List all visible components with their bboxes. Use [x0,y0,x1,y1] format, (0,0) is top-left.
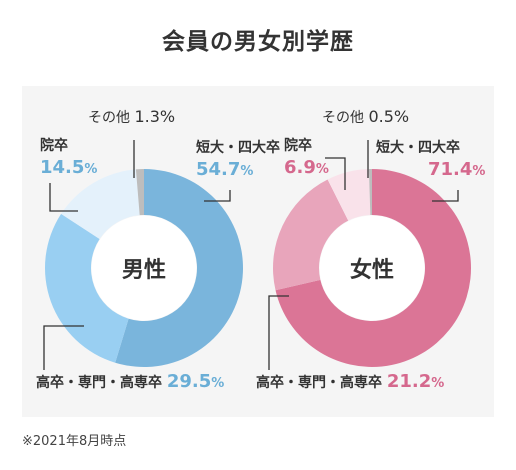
slice-label-male-1: 高卒・専門・高専卒 29.5% [36,371,224,392]
slice-name-female-0: 短大・四大卒 [376,139,460,156]
slice-value-male-0: 54.7% [196,159,253,180]
donut-hole-female [319,215,425,321]
slice-value-male-1: 29.5 [167,371,211,392]
slice-value-female-0: 71.4% [428,159,485,180]
donut-slice-male-3 [135,169,144,216]
leader-line [325,157,346,190]
leader-line [204,190,231,202]
slice-value-female-1: 21.2 [387,371,431,392]
leader-line [432,190,459,202]
donut-slice-male-2 [61,169,140,240]
slice-label-female-3: その他 0.5% [322,107,409,126]
slice-label-male-3: その他 1.3% [88,107,175,126]
leader-line [49,183,78,212]
slice-name-female-1: 高卒・専門・高専卒 [256,374,387,391]
leader-line [43,325,84,370]
donut-slice-female-0 [275,169,471,367]
slice-label-female-1: 高卒・専門・高専卒 21.2% [256,371,444,392]
center-label-female: 女性 [350,257,394,283]
donut-hole-male [91,215,197,321]
leader-line [268,295,289,370]
slice-name-male-1: 高卒・専門・高専卒 [36,374,167,391]
slice-value-female-3: 0.5% [368,107,409,126]
donut-slice-female-1 [273,179,349,291]
footnote: ※2021年8月時点 [22,434,127,449]
slice-value-male-2: 14.5% [40,157,97,178]
slice-name-female-2: 院卒 [284,137,312,154]
chart-title: 会員の男女別学歴 [162,29,354,55]
slice-value-female-2: 6.9% [284,157,329,178]
donut-slice-male-0 [115,169,243,367]
slice-value-male-3: 1.3% [134,107,175,126]
slice-name-male-0: 短大・四大卒 [196,139,280,156]
center-label-male: 男性 [122,258,166,283]
slice-unit-female-1: % [431,376,444,391]
slice-name-female-3: その他 [322,110,368,126]
slice-name-male-2: 院卒 [40,137,68,154]
slice-name-male-3: その他 [88,110,134,126]
donut-slice-female-3 [368,169,372,216]
donut-slice-female-2 [327,169,371,221]
slice-unit-male-1: % [211,376,224,391]
